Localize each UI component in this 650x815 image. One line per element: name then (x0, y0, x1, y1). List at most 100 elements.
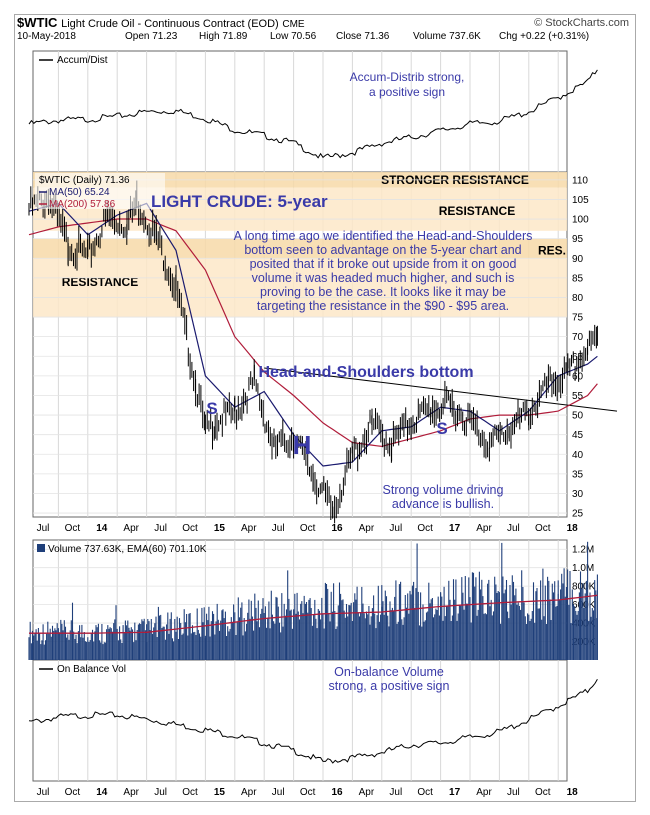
y-tick-label: 30 (572, 489, 584, 500)
exchange-label: CME (282, 19, 305, 30)
open-label: Open 71.23 (125, 31, 178, 42)
commentary-text: proving to be the case. It looks like it… (260, 285, 506, 299)
x-tick-label: Jul (37, 523, 50, 534)
x-tick-label: 15 (214, 787, 226, 798)
y-tick-label: 85 (572, 273, 584, 284)
x-tick-label: Apr (359, 523, 375, 534)
head-label: H (293, 430, 312, 460)
annotation-text: Accum-Distrib strong, (350, 70, 465, 84)
pattern-label: Head-and-Shoulders bottom (258, 364, 473, 381)
ma50-line (28, 202, 598, 467)
price-legend: $WTIC (Daily) 71.36 (39, 175, 130, 186)
volume-label: Volume 737.6K (413, 31, 481, 42)
change-label: Chg +0.22 (+0.31%) (499, 31, 590, 42)
y-tick-label: 95 (572, 234, 584, 245)
x-tick-label: Oct (417, 523, 433, 534)
y-tick-label: 105 (572, 195, 589, 206)
x-tick-label: Jul (389, 787, 402, 798)
x-tick-label: Apr (241, 787, 257, 798)
x-tick-label: Oct (417, 787, 433, 798)
high-label: High 71.89 (199, 31, 248, 42)
chart-header-line1: $WTIC Light Crude Oil - Continuous Contr… (17, 15, 305, 30)
y-tick-label: 40 (572, 450, 584, 461)
y-tick-label: 35 (572, 469, 584, 480)
x-tick-label: Apr (241, 523, 257, 534)
y-tick-label: 45 (572, 430, 584, 441)
y-tick-label: 90 (572, 254, 584, 265)
x-tick-label: Jul (154, 787, 167, 798)
y-tick-label: 50 (572, 411, 584, 422)
x-tick-label: Jul (272, 523, 285, 534)
commentary-text: volume it was headed much higher, and su… (252, 271, 515, 285)
y-tick-label: 80 (572, 293, 584, 304)
x-tick-label: Oct (65, 523, 81, 534)
x-tick-label: 18 (567, 787, 579, 798)
volume-legend: Volume 737.63K, EMA(60) 701.10K (48, 544, 207, 555)
accum-dist-line (28, 69, 598, 159)
commentary-text: bottom seen to advantage on the 5-year c… (244, 243, 521, 257)
y-tick-label: 25 (572, 509, 584, 520)
ticker-symbol: $WTIC (17, 15, 58, 30)
x-tick-label: Oct (182, 787, 198, 798)
accum-dist-legend: Accum/Dist (57, 55, 108, 66)
annotation-text: advance is bullish. (392, 497, 494, 511)
x-tick-label: 18 (567, 523, 579, 534)
ma50-legend: MA(50) 65.24 (49, 187, 110, 198)
volume-bars (28, 541, 598, 660)
commentary-text: posited that if it broke out upside from… (250, 257, 517, 271)
x-tick-label: Oct (535, 523, 551, 534)
commentary-text: targeting the resistance in the $90 - $9… (257, 299, 509, 313)
volume-ema-line (29, 594, 598, 634)
x-tick-label: 14 (96, 523, 108, 534)
zone-label-resistance: RESISTANCE (62, 275, 138, 289)
annotation-text: strong, a positive sign (329, 679, 450, 693)
x-tick-label: Oct (300, 523, 316, 534)
obv-panel-border (32, 659, 568, 782)
y-tick-label: 55 (572, 391, 584, 402)
x-tick-label: 16 (331, 523, 343, 534)
ma200-line (28, 218, 598, 448)
x-tick-label: Jul (389, 523, 402, 534)
obv-line (28, 679, 598, 764)
x-tick-label: Apr (123, 787, 139, 798)
x-tick-label: Jul (272, 787, 285, 798)
y-tick-label: 60 (572, 371, 584, 382)
x-tick-label: Oct (535, 787, 551, 798)
annotation-text: a positive sign (369, 85, 445, 99)
y-tick-label: 600K (572, 600, 596, 611)
annotation-text: Strong volume driving (383, 483, 504, 497)
x-tick-label: Oct (300, 787, 316, 798)
close-label: Close 71.36 (336, 31, 390, 42)
zone-label-res: RES. (538, 243, 566, 257)
x-tick-label: Jul (154, 523, 167, 534)
legend-box (35, 173, 165, 209)
y-tick-label: 65 (572, 352, 584, 363)
legend-swatch (37, 544, 45, 552)
x-tick-label: Apr (476, 523, 492, 534)
x-tick-label: Apr (359, 787, 375, 798)
x-tick-label: Oct (65, 787, 81, 798)
zone-label-resistance: RESISTANCE (439, 204, 515, 218)
y-tick-label: 70 (572, 332, 584, 343)
annotation-text: On-balance Volume (334, 665, 444, 679)
chart-header-line2: 10-May-2018 Open 71.23 High 71.89 Low 70… (17, 31, 633, 42)
x-tick-label: 17 (449, 787, 461, 798)
low-label: Low 70.56 (270, 31, 317, 42)
chart-frame: $WTIC Light Crude Oil - Continuous Contr… (14, 14, 636, 802)
y-tick-label: 1.2M (572, 545, 594, 556)
left-shoulder-label: S (206, 399, 217, 418)
date-label: 10-May-2018 (17, 31, 76, 42)
ma200-legend: MA(200) 57.86 (49, 199, 116, 210)
y-tick-label: 1.0M (572, 563, 594, 574)
y-tick-label: 75 (572, 313, 584, 324)
neckline-trendline (264, 367, 618, 412)
y-tick-label: 110 (572, 175, 588, 186)
x-tick-label: 15 (214, 523, 226, 534)
obv-legend: On Balance Vol (57, 664, 126, 675)
chart-canvas: Jul Jul Oct Oct 14 14 Apr Apr Jul Jul Oct Oct 15 15 Ap… (28, 50, 618, 798)
x-tick-label: Jul (507, 523, 520, 534)
y-tick-label: 100 (572, 215, 589, 226)
accum-dist-panel-border (32, 50, 568, 173)
copyright-label[interactable]: © StockCharts.com (534, 17, 629, 29)
x-tick-label: Jul (37, 787, 50, 798)
